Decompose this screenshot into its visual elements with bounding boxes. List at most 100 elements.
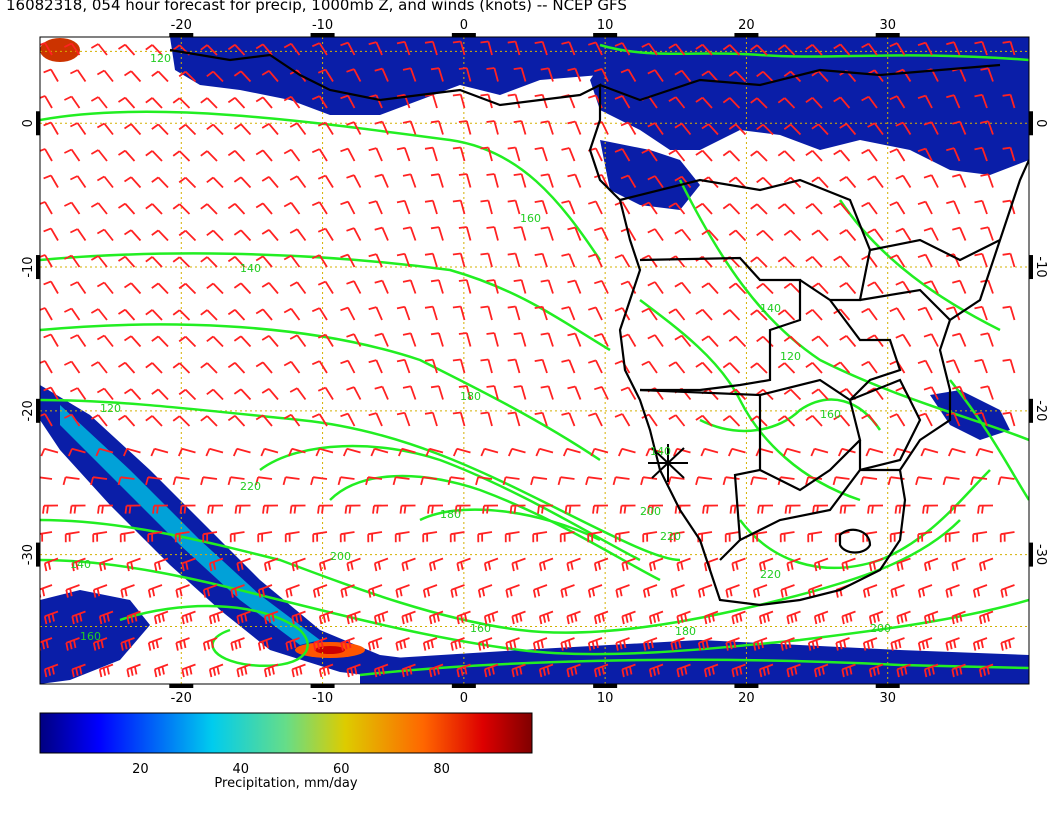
wind-barb xyxy=(538,557,554,572)
wind-barb xyxy=(396,146,411,162)
wind-barb xyxy=(620,386,637,400)
wind-barb xyxy=(202,531,218,543)
wind-barb xyxy=(621,663,636,678)
wind-barb xyxy=(777,150,796,162)
contour-label: 140 xyxy=(70,558,91,571)
wind-barb xyxy=(784,504,801,514)
wind-barb xyxy=(456,610,471,625)
wind-barb xyxy=(374,173,389,188)
wind-barb xyxy=(507,93,521,109)
wind-barb xyxy=(641,254,658,268)
wind-barb xyxy=(647,69,664,83)
wind-barb xyxy=(150,447,169,457)
wind-barb xyxy=(70,281,87,295)
wind-barb xyxy=(647,122,664,136)
wind-barb xyxy=(810,447,829,457)
wind-barb xyxy=(90,414,108,427)
wind-barb xyxy=(951,663,966,678)
wind-barb xyxy=(69,504,86,514)
wind-barb xyxy=(945,584,960,598)
wind-barb xyxy=(777,44,796,56)
wind-barb xyxy=(619,504,636,514)
wind-barb xyxy=(317,280,334,294)
wind-barb xyxy=(480,411,493,427)
wind-barb xyxy=(145,362,163,374)
wind-barb xyxy=(923,610,939,625)
lat-tick-label-right: 0 xyxy=(1033,119,1048,127)
border-south-africa xyxy=(739,468,900,541)
wind-barb xyxy=(312,531,328,543)
border-namibia xyxy=(639,388,762,561)
wind-barb xyxy=(318,610,334,625)
wind-barb xyxy=(263,663,279,678)
wind-barb xyxy=(561,147,576,162)
wind-barb xyxy=(588,359,603,374)
wind-barb xyxy=(946,94,961,109)
wind-barb xyxy=(96,122,114,136)
wind-barb xyxy=(67,447,86,457)
wind-barb xyxy=(701,335,719,348)
wind-barb xyxy=(540,120,554,135)
wind-barb xyxy=(566,557,581,572)
wind-barb xyxy=(758,610,774,625)
wind-barb xyxy=(786,610,801,625)
wind-barb xyxy=(172,256,191,268)
wind-barb xyxy=(346,663,361,678)
wind-barb xyxy=(537,504,554,514)
map-frame xyxy=(39,36,1030,685)
wind-barb xyxy=(340,253,356,268)
wind-barb xyxy=(752,531,768,543)
wind-barb xyxy=(145,256,163,268)
wind-barb xyxy=(588,253,603,268)
wind-barb xyxy=(208,557,224,572)
contour-label: 140 xyxy=(650,445,671,458)
wind-barb xyxy=(1002,40,1016,56)
wind-barb xyxy=(725,584,740,598)
wind-barb xyxy=(480,252,493,268)
wind-barb xyxy=(588,200,603,215)
wind-barb xyxy=(889,254,906,268)
wind-barb xyxy=(261,335,279,348)
wind-barb xyxy=(507,199,521,215)
wind-barb xyxy=(756,176,774,189)
wind-barb xyxy=(594,333,609,347)
wind-barb xyxy=(839,335,857,348)
wind-barb xyxy=(944,531,960,543)
wind-barb xyxy=(890,584,905,598)
wind-barb xyxy=(120,637,135,651)
wind-barb xyxy=(783,176,802,189)
wind-barb xyxy=(811,176,829,189)
wind-barb xyxy=(674,228,692,242)
top-tick-bar xyxy=(169,33,194,37)
wind-barb xyxy=(540,67,554,82)
wind-barb xyxy=(90,96,108,109)
wind-barb xyxy=(98,610,114,625)
wind-barb xyxy=(725,637,740,651)
wind-barb xyxy=(208,610,224,625)
wind-barb xyxy=(124,282,142,295)
wind-barb xyxy=(676,663,691,678)
wind-barb xyxy=(124,388,142,401)
wind-barb xyxy=(40,201,53,215)
wind-barb xyxy=(458,226,472,241)
wind-barb xyxy=(311,360,328,374)
wind-barb xyxy=(396,199,411,215)
wind-barb xyxy=(777,97,796,109)
wind-barb xyxy=(783,388,802,401)
wind-barb xyxy=(695,476,713,486)
wind-barb xyxy=(92,584,108,598)
wind-barb xyxy=(283,254,301,268)
wind-barb xyxy=(346,610,361,625)
wind-barb xyxy=(233,176,252,189)
wind-barb xyxy=(974,93,988,109)
wind-barb xyxy=(70,175,87,189)
wind-barb xyxy=(402,226,417,241)
wind-barb xyxy=(647,281,664,295)
wind-barb xyxy=(181,610,196,625)
wind-barb xyxy=(777,362,796,374)
wind-barb xyxy=(392,476,410,486)
wind-barb xyxy=(90,476,108,486)
colorbar-tick-label: 80 xyxy=(433,762,450,777)
wind-barb xyxy=(750,362,768,374)
lon-tick-label-bottom: 10 xyxy=(597,691,614,706)
